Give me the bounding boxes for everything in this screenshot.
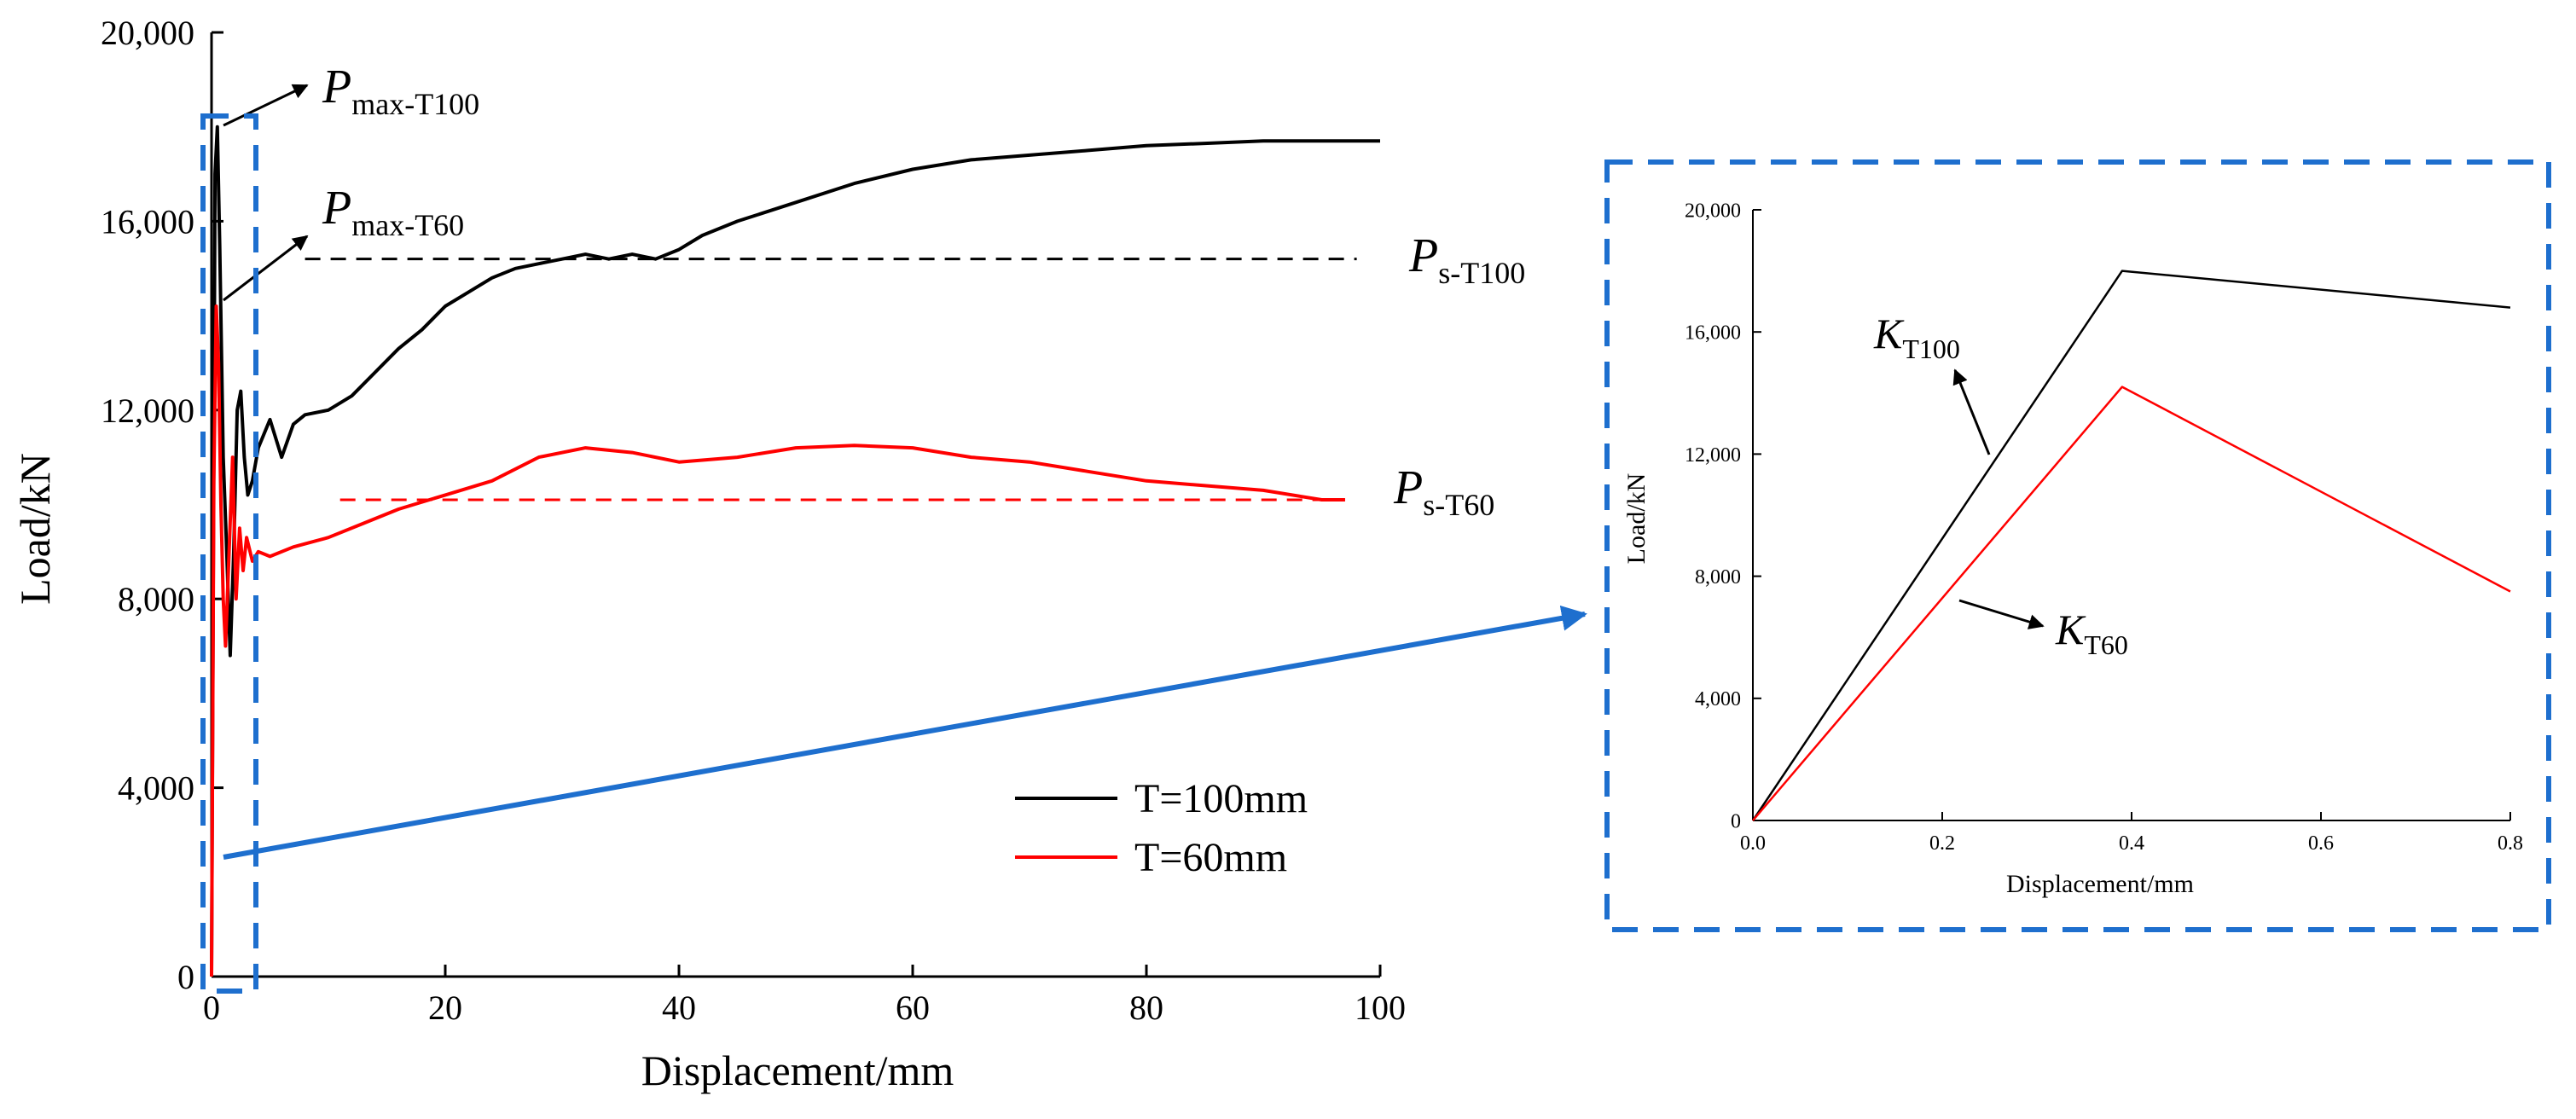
main-x-axis-title: Displacement/mm [641, 1047, 954, 1094]
main-x-tick-label: 0 [203, 989, 220, 1027]
annot-arrow-k-t100 [1952, 368, 1991, 455]
inset-x-axis-title: Displacement/mm [2006, 870, 2194, 898]
main-y-tick-label: 4,000 [118, 769, 194, 808]
main-series-t100-line [210, 125, 1380, 977]
zoom-connector-arrow [223, 605, 1587, 860]
main-y-tick-label: 16,000 [101, 202, 194, 241]
inset-y-tick-label: 16,000 [1685, 322, 1741, 345]
inset-x-tick-label: 0.4 [2119, 832, 2144, 855]
inset-x-tick-label: 0.6 [2308, 832, 2334, 855]
zoom-region-box [200, 113, 258, 994]
inset-x-tick-label: 0.0 [1740, 832, 1766, 855]
annot-ps-t100: Ps-T100 [1408, 229, 1525, 290]
legend-label-t60: T=60mm [1134, 835, 1287, 880]
inset-y-tick-label: 8,000 [1695, 566, 1741, 588]
inset-y-axis-title: Load/kN [1622, 473, 1651, 565]
inset-y-tick-label: 20,000 [1685, 200, 1741, 222]
legend-label-t100: T=100mm [1134, 776, 1308, 821]
inset-series-t100-line [1751, 270, 2511, 821]
inset-x-tick-label: 0.2 [1929, 832, 1955, 855]
inset-x-tick-label: 0.8 [2498, 832, 2523, 855]
annot-k-t100: KT100 [1873, 310, 1960, 364]
inset-chart: 0.0 0.2 0.4 0.6 0.8 0 4,000 8,000 12,000 16,000 20… [1604, 159, 2551, 932]
main-series-t60-line [210, 304, 1345, 977]
main-x-tick-label: 80 [1129, 989, 1163, 1027]
annot-arrow-pmax-t60 [223, 235, 309, 302]
legend: T=100mm T=60mm [1015, 776, 1308, 880]
inset-y-tick-label: 4,000 [1695, 688, 1741, 710]
annot-pmax-t100: Pmax-T100 [322, 61, 479, 121]
main-y-tick-label: 12,000 [101, 391, 194, 430]
main-y-tick-label: 20,000 [101, 14, 194, 52]
main-x-tick-label: 40 [662, 989, 696, 1027]
main-x-tick-label: 100 [1355, 989, 1406, 1027]
main-y-axis-title: Load/kN [11, 453, 59, 605]
main-x-tick-label: 20 [428, 989, 462, 1027]
annot-ps-t60: Ps-T60 [1393, 461, 1494, 522]
annot-arrow-pmax-t100 [223, 84, 309, 127]
annot-k-t60: KT60 [2055, 606, 2128, 660]
inset-frame [1604, 159, 2551, 932]
inset-y-tick-label: 0 [1731, 810, 1741, 832]
main-x-tick-label: 60 [896, 989, 930, 1027]
inset-series-t60-line [1752, 386, 2511, 821]
main-chart: 0 20 40 60 80 100 0 4,000 8,000 12,000 16,000 20,00… [11, 14, 1525, 1094]
annot-arrow-k-t60 [1958, 599, 2045, 629]
annot-pmax-t60: Pmax-T60 [322, 182, 464, 242]
main-y-tick-label: 0 [177, 958, 194, 996]
inset-y-tick-label: 12,000 [1685, 444, 1741, 467]
main-y-tick-label: 8,000 [118, 580, 194, 618]
